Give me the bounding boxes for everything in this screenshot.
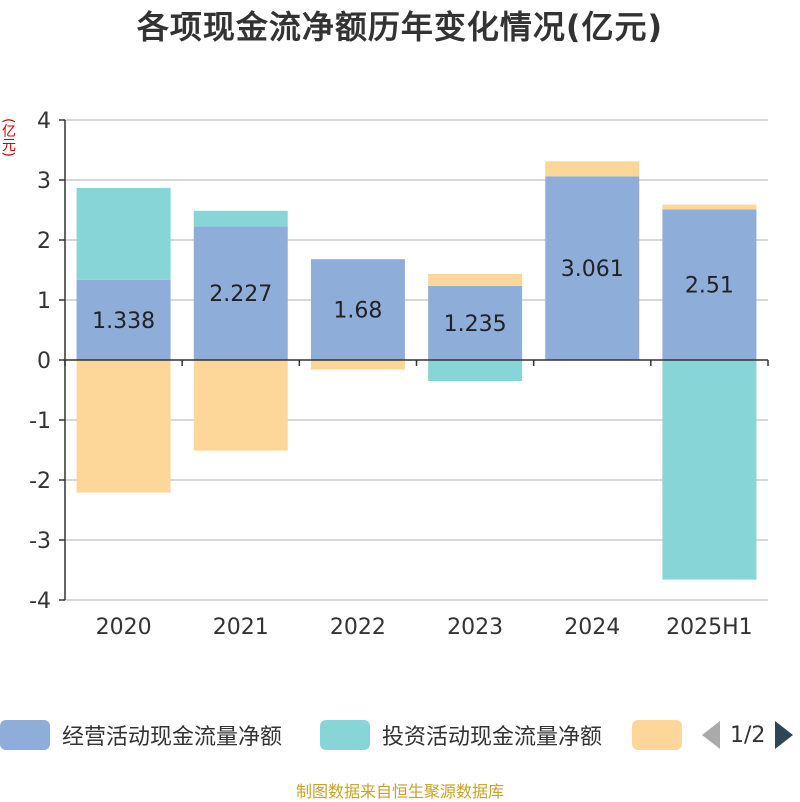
bar-financing-2020 — [76, 360, 171, 493]
y-tick-label: -1 — [29, 409, 51, 434]
legend-prev-page-icon[interactable] — [702, 721, 720, 749]
data-label: 2.51 — [685, 274, 734, 299]
legend-swatch-investing — [320, 720, 370, 750]
y-tick-label: 2 — [37, 229, 51, 254]
bar-operating-2021 — [193, 226, 288, 360]
bar-operating-2025H1 — [662, 209, 757, 360]
bar-operating-2020 — [76, 279, 171, 360]
x-tick-label: 2024 — [564, 615, 620, 640]
bar-investing-2021 — [193, 210, 288, 227]
y-tick-label: -3 — [29, 529, 51, 554]
legend-swatch-financing — [632, 720, 682, 750]
bar-operating-2024 — [545, 176, 640, 360]
data-source-note: 制图数据来自恒生聚源数据库 — [295, 782, 504, 801]
bar-financing-2024 — [545, 161, 640, 177]
bar-financing-2023 — [428, 273, 523, 286]
legend-label-operating: 经营活动现金流量净额 — [62, 725, 283, 750]
y-tick-label: -2 — [29, 469, 51, 494]
legend-item-investing[interactable]: 投资活动现金流量净额 — [320, 716, 602, 754]
y-tick-label: 0 — [37, 349, 51, 374]
legend-page-indicator: 1/2 — [730, 722, 766, 748]
data-label: 2.227 — [209, 282, 272, 307]
x-tick-label: 2020 — [96, 615, 152, 640]
bar-investing-2025H1 — [662, 360, 757, 580]
y-axis-unit-label: (亿元) — [0, 118, 16, 157]
data-label: 1.235 — [444, 312, 507, 337]
legend-label-investing: 投资活动现金流量净额 — [382, 725, 603, 750]
legend-item-financing[interactable] — [632, 716, 682, 754]
chart-canvas: -4 -3 -2 -1 0 1 2 3 4 1.338 2020 2.227 2021 1.68 2022 1… — [29, 109, 769, 640]
bar-operating-2023 — [428, 285, 523, 360]
y-tick-label: 3 — [37, 169, 51, 194]
bar-financing-2025H1 — [662, 204, 757, 210]
legend-swatch-operating — [0, 720, 50, 750]
data-label: 1.338 — [92, 309, 155, 334]
legend: 经营活动现金流量净额 投资活动现金流量净额 — [0, 716, 800, 754]
legend-pager: 1/2 — [702, 716, 794, 754]
bar-financing-2022 — [310, 360, 405, 370]
bar-operating-2022 — [310, 259, 405, 360]
x-tick-label: 2022 — [330, 615, 386, 640]
y-tick-label: -4 — [29, 589, 51, 614]
bar-investing-2023 — [428, 360, 523, 381]
bar-financing-2021 — [193, 360, 288, 451]
data-label: 3.061 — [561, 257, 624, 282]
y-tick-label: 1 — [37, 289, 51, 314]
y-tick-label: 4 — [37, 109, 51, 134]
bar-investing-2020 — [76, 187, 171, 280]
legend-item-operating[interactable]: 经营活动现金流量净额 — [0, 716, 282, 754]
x-tick-label: 2023 — [447, 615, 503, 640]
legend-next-page-icon[interactable] — [775, 721, 794, 749]
x-tick-label: 2021 — [213, 615, 269, 640]
chart-title: 各项现金流净额历年变化情况(亿元) — [136, 8, 664, 46]
data-label: 1.68 — [333, 299, 382, 324]
x-tick-label: 2025H1 — [666, 615, 753, 640]
